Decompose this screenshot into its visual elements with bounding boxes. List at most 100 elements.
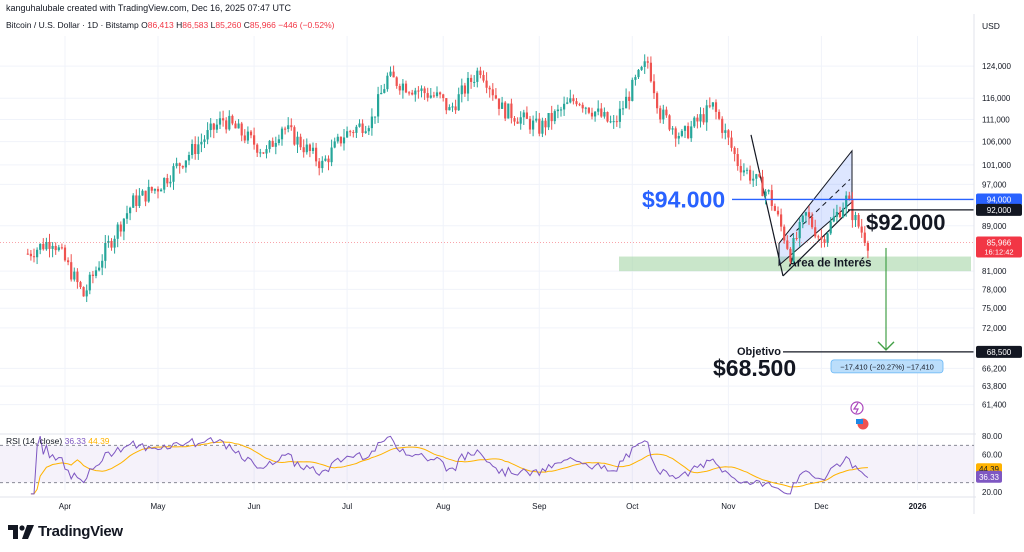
candle-body xyxy=(256,144,259,153)
candle-body xyxy=(262,152,265,154)
candle-body xyxy=(761,176,764,197)
time-tick-label: 2026 xyxy=(909,502,927,511)
candle-body xyxy=(708,105,711,107)
measure-label: −17,410 (−20.27%) −17,410 xyxy=(840,362,934,371)
candle-body xyxy=(838,211,842,218)
candle-body xyxy=(73,271,76,280)
interest-zone-label: Área de Interés xyxy=(788,257,871,270)
candle-body xyxy=(333,141,336,148)
candle-body xyxy=(668,115,671,130)
candle-body xyxy=(634,77,637,80)
candle-body xyxy=(82,287,85,297)
candle-body xyxy=(414,90,417,95)
candle-body xyxy=(807,212,811,217)
candle-body xyxy=(401,83,404,91)
candle-body xyxy=(789,248,792,262)
candle-body xyxy=(364,131,367,134)
candle-body xyxy=(721,118,724,133)
candle-body xyxy=(640,66,643,70)
candle-body xyxy=(857,215,860,227)
candle-body xyxy=(764,191,767,197)
candle-body xyxy=(48,242,51,249)
candle-body xyxy=(497,98,501,109)
candle-body xyxy=(795,237,798,239)
candle-body xyxy=(153,188,156,191)
candle-body xyxy=(519,117,522,124)
candle-body xyxy=(107,240,110,243)
rsi-band xyxy=(0,445,974,483)
candle-body xyxy=(600,108,603,117)
candle-body xyxy=(237,123,240,129)
lightning-icon xyxy=(852,402,859,414)
candle-body xyxy=(842,208,845,218)
tradingview-wordmark: TradingView xyxy=(38,523,123,540)
candle-body xyxy=(352,132,355,134)
rsi-ma-value: 44.39 xyxy=(88,436,110,446)
candle-body xyxy=(435,92,439,96)
tag-68500-text: 68,500 xyxy=(987,348,1012,357)
time-axis[interactable]: Apr May Jun Jul Aug Sep Oct Nov Dec 2026 xyxy=(0,496,976,511)
candle-body xyxy=(311,147,315,151)
candle-body xyxy=(339,136,342,144)
candle-body xyxy=(240,123,243,136)
candle-body xyxy=(866,243,869,251)
candle-body xyxy=(445,98,448,111)
candle-body xyxy=(773,205,776,211)
candle-body xyxy=(696,117,699,122)
candle-body xyxy=(411,92,414,95)
candle-body xyxy=(544,120,547,128)
time-tick-label: Sep xyxy=(532,502,547,511)
last-price-text: 85,966 xyxy=(987,239,1012,248)
candle-body xyxy=(94,270,98,276)
event-icon xyxy=(850,401,864,415)
candle-body xyxy=(79,282,82,288)
price-tick-label: 63,800 xyxy=(982,382,1007,391)
candle-body xyxy=(166,178,169,184)
symbol-legend: Bitcoin / U.S. Dollar · 1D · Bitstamp O8… xyxy=(6,20,334,30)
candle-body xyxy=(389,71,392,76)
price-tick-label: 61,400 xyxy=(982,401,1007,410)
candle-body xyxy=(662,109,665,120)
candle-body xyxy=(138,195,141,206)
candle-body xyxy=(290,125,293,128)
candle-body xyxy=(665,109,668,116)
candle-body xyxy=(507,103,510,119)
candle-body xyxy=(141,190,144,196)
rsi-label: RSI (14, close) xyxy=(6,436,63,446)
symbol-name[interactable]: Bitcoin / U.S. Dollar · 1D · Bitstamp xyxy=(6,20,139,30)
tradingview-logo[interactable]: TradingView xyxy=(8,523,123,540)
candle-body xyxy=(556,109,559,112)
candle-body xyxy=(525,112,528,119)
rsi-value: 36.33 xyxy=(64,436,86,446)
candle-body xyxy=(225,120,228,130)
candle-body xyxy=(845,195,848,209)
candle-body xyxy=(569,98,572,103)
candle-body xyxy=(736,154,739,167)
price-axis[interactable]: 124,000 116,000 111,000 106,000 101,000 97,00… xyxy=(973,14,1022,514)
candle-body xyxy=(749,169,752,181)
candle-body xyxy=(609,121,612,123)
candle-body xyxy=(373,116,377,118)
candle-body xyxy=(417,90,420,92)
candle-body xyxy=(358,123,361,127)
candle-body xyxy=(91,274,94,276)
candle-body xyxy=(395,77,398,86)
price-tick-label: 111,000 xyxy=(982,115,1010,124)
candle-body xyxy=(470,77,473,82)
candle-body xyxy=(178,163,181,166)
price-tick-label: 66,200 xyxy=(982,364,1007,373)
ohlc-high: H86,583 xyxy=(176,20,209,30)
candle-body xyxy=(637,69,640,78)
flagpole-line xyxy=(750,134,784,277)
candle-body xyxy=(745,169,749,171)
candle-body xyxy=(798,221,801,239)
candle-body xyxy=(742,170,745,173)
candle-body xyxy=(550,112,553,122)
currency-label[interactable]: USD xyxy=(982,21,1000,31)
candle-body xyxy=(594,111,597,117)
candle-body xyxy=(674,128,677,139)
tag-68500-box xyxy=(976,345,1022,358)
candle-body xyxy=(98,267,101,271)
rsi-ma-tag-text: 44.39 xyxy=(979,465,1000,474)
